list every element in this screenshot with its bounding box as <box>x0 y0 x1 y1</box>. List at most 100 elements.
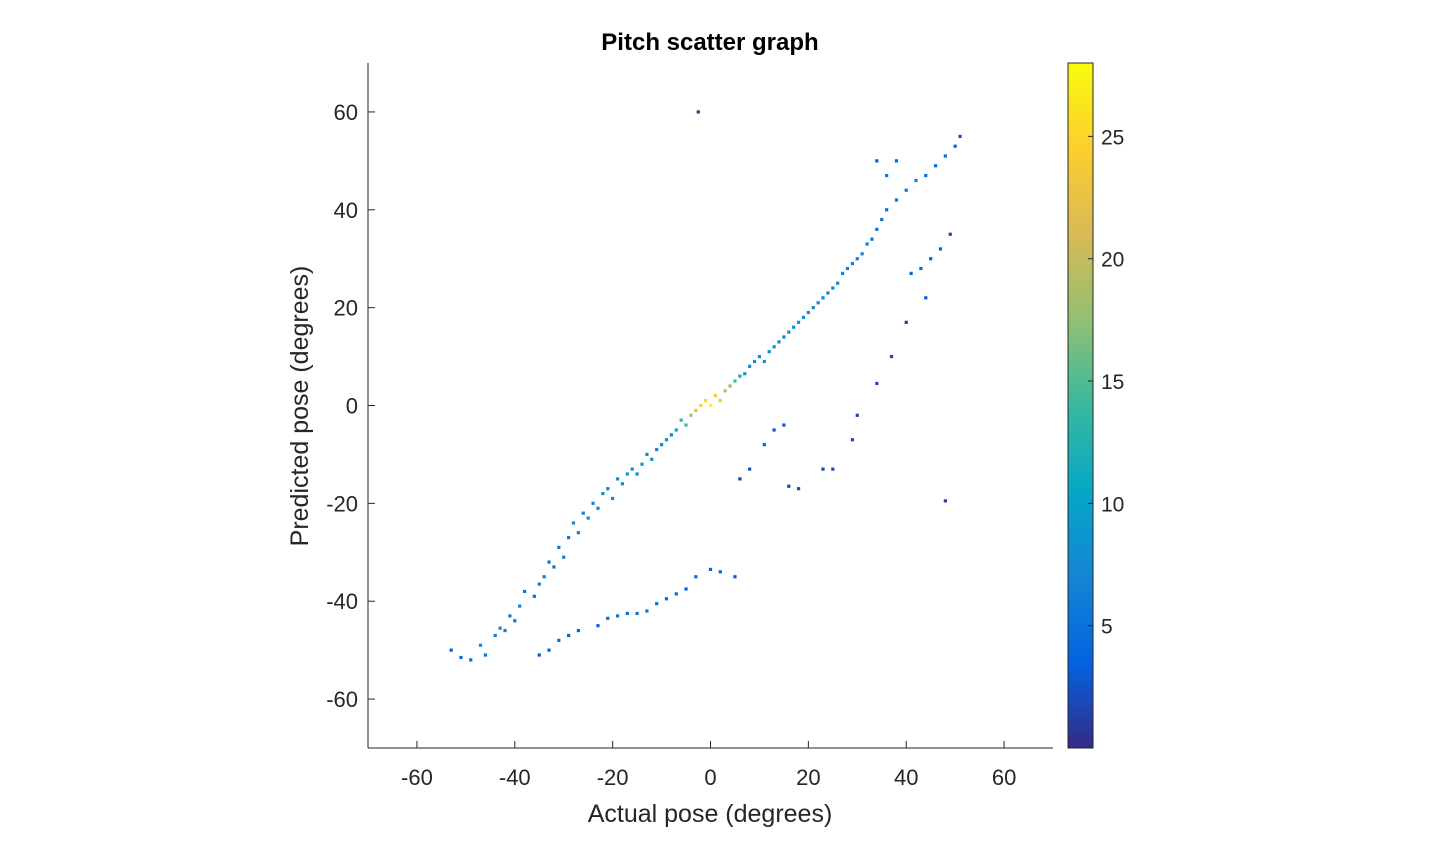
scatter-point <box>694 575 698 579</box>
scatter-point <box>606 487 610 491</box>
scatter-point <box>459 655 463 660</box>
scatter-point <box>821 296 825 300</box>
scatter-point <box>796 320 801 324</box>
scatter-point <box>738 374 742 378</box>
scatter-point <box>557 545 561 549</box>
scatter-point <box>958 134 962 138</box>
scatter-point <box>630 467 634 471</box>
scatter-point <box>782 423 786 427</box>
scatter-point <box>811 306 815 310</box>
scatter-point <box>615 477 620 481</box>
colorbar-tick-label: 25 <box>1101 126 1124 149</box>
scatter-point <box>718 570 722 574</box>
scatter-point <box>875 159 879 163</box>
scatter-point <box>787 484 791 488</box>
scatter-point <box>885 173 889 178</box>
scatter-point <box>483 653 488 657</box>
scatter-point <box>826 291 830 295</box>
scatter-point <box>787 330 791 334</box>
scatter-point <box>469 658 473 662</box>
scatter-point <box>679 418 683 422</box>
scatter-point <box>689 413 693 417</box>
scatter-point <box>831 467 835 471</box>
scatter-point <box>696 110 700 114</box>
scatter-point <box>816 301 820 305</box>
scatter-point <box>478 643 483 647</box>
scatter-point <box>708 567 713 572</box>
scatter-point <box>733 379 737 383</box>
scatter-point <box>708 403 713 408</box>
scatter-point <box>933 164 938 168</box>
scatter-point <box>606 616 610 620</box>
scatter-point <box>684 423 688 427</box>
scatter-point <box>625 472 629 476</box>
y-tick-label: -40 <box>326 589 358 614</box>
scatter-point <box>841 271 845 275</box>
scatter-point <box>684 587 688 591</box>
scatter-point <box>875 227 879 231</box>
scatter-point <box>738 477 742 481</box>
x-tick-label: -20 <box>597 765 629 790</box>
scatter-point <box>880 217 884 222</box>
scatter-point <box>664 597 669 601</box>
scatter-point <box>836 281 840 285</box>
scatter-point <box>669 433 673 437</box>
scatter-point <box>762 359 766 364</box>
scatter-point <box>503 628 507 633</box>
scatter-point <box>772 345 776 349</box>
scatter-point <box>498 626 502 630</box>
scatter-point <box>855 413 859 417</box>
scatter-point <box>748 364 752 368</box>
scatter-point <box>904 320 908 324</box>
scatter-point <box>655 602 659 606</box>
scatter-point <box>772 428 776 432</box>
scatter-point <box>650 457 654 461</box>
scatter-point <box>596 624 600 628</box>
scatter-point <box>591 501 595 505</box>
scatter-point <box>635 611 639 616</box>
scatter-point <box>659 443 664 447</box>
scatter-points <box>449 110 962 662</box>
scatter-point <box>567 536 571 540</box>
scatter-point <box>694 408 698 412</box>
scatter-point <box>508 614 512 618</box>
scatter-point <box>674 592 678 596</box>
scatter-point <box>792 325 796 329</box>
scatter-point <box>640 462 644 466</box>
y-tick-label: -60 <box>326 687 358 712</box>
scatter-point <box>865 242 869 246</box>
scatter-point <box>601 491 605 496</box>
scatter-point <box>806 310 810 315</box>
scatter-point <box>909 271 913 275</box>
scatter-point <box>733 575 737 579</box>
scatter-point <box>748 467 752 471</box>
scatter-point <box>699 403 703 408</box>
scatter-point <box>576 628 580 633</box>
scatter-point <box>943 154 947 158</box>
scatter-point <box>655 447 659 452</box>
x-tick-label: -40 <box>499 765 531 790</box>
scatter-point <box>532 594 536 598</box>
scatter-point <box>757 354 762 359</box>
scatter-point <box>518 604 522 608</box>
scatter-point <box>537 582 541 586</box>
scatter-point <box>889 354 894 359</box>
colorbar-tick-label: 10 <box>1101 493 1124 516</box>
scatter-point <box>664 438 669 442</box>
colorbar-tick-label: 5 <box>1101 616 1113 639</box>
scatter-point <box>924 173 928 178</box>
x-tick-label: 20 <box>796 765 820 790</box>
scatter-point <box>894 159 899 163</box>
scatter-point <box>870 237 874 241</box>
scatter-point <box>611 496 615 501</box>
scatter-point <box>645 609 649 613</box>
scatter-point <box>567 633 571 638</box>
scatter-point <box>723 389 727 393</box>
scatter-point <box>860 252 864 256</box>
scatter-point <box>904 188 908 192</box>
scatter-point <box>875 381 879 386</box>
scatter-point <box>782 335 786 339</box>
x-tick-label: 60 <box>992 765 1016 790</box>
scatter-point <box>767 350 771 354</box>
